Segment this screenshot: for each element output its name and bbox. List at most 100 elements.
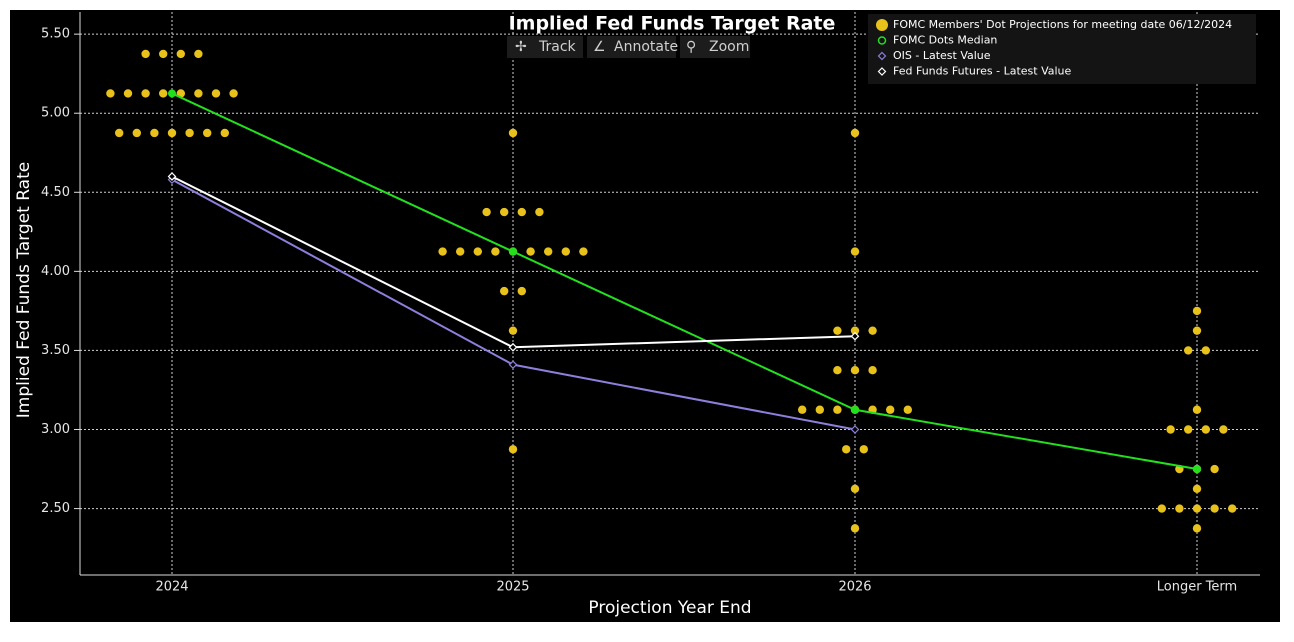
legend-marker	[877, 36, 887, 45]
dot	[815, 405, 824, 414]
dot	[438, 247, 447, 256]
grid	[80, 12, 1260, 575]
dot	[508, 326, 518, 335]
zoom-button[interactable]	[680, 36, 750, 58]
dot	[850, 484, 860, 494]
dot	[850, 366, 860, 375]
dot	[491, 247, 500, 256]
x-tick-label: 2025	[496, 580, 529, 595]
toolbar: ✢ Track ∠ Annotate ⚲ Zoom	[507, 36, 750, 58]
dot	[833, 326, 842, 335]
point-marker	[508, 360, 518, 370]
x-axis-title: Projection Year End	[588, 598, 751, 618]
y-tick-label: 2.50	[41, 501, 70, 516]
point-marker	[167, 172, 177, 181]
dot	[526, 247, 535, 256]
series-line	[171, 92, 1198, 471]
dot	[508, 445, 518, 454]
toolbar-label: Annotate	[614, 39, 678, 55]
dot	[1157, 504, 1167, 513]
dot	[1210, 464, 1219, 474]
dot	[579, 247, 588, 256]
dot	[1201, 346, 1211, 355]
dot	[508, 128, 518, 138]
dot	[123, 89, 133, 98]
median-marker	[851, 405, 859, 414]
legend-marker	[876, 19, 888, 31]
chart-background	[10, 10, 1280, 622]
dot	[842, 445, 851, 454]
dot	[850, 247, 860, 256]
icon: ✢	[515, 39, 527, 55]
y-tick-label: 4.00	[41, 264, 70, 279]
dot	[1175, 504, 1184, 513]
dot	[859, 445, 868, 454]
x-tick-label: 2024	[155, 580, 188, 595]
chart-title: Implied Fed Funds Target Rate	[509, 13, 836, 35]
dot	[229, 89, 238, 98]
dot	[159, 89, 168, 98]
icon: ⚲	[686, 39, 696, 55]
dot	[517, 207, 526, 217]
legend-box	[868, 14, 1256, 84]
dot	[1192, 484, 1202, 494]
dot	[1228, 504, 1237, 513]
y-tick-label: 3.50	[41, 343, 70, 358]
x-tick-label: Longer Term	[1157, 580, 1237, 595]
plot	[106, 49, 1237, 533]
dot	[185, 128, 194, 138]
dot	[561, 247, 570, 256]
dot	[1210, 504, 1219, 513]
median-marker	[1193, 465, 1201, 474]
dot	[115, 128, 124, 138]
y-tick-label: 5.50	[41, 27, 70, 42]
dot	[132, 128, 141, 138]
dot	[482, 207, 491, 217]
point-marker	[508, 342, 518, 352]
icon: ∠	[593, 39, 606, 55]
dot	[850, 128, 860, 138]
dot	[500, 286, 509, 296]
dot	[886, 405, 895, 414]
legend-label: FOMC Dots Median	[893, 34, 997, 47]
legend-label: Fed Funds Futures - Latest Value	[893, 65, 1072, 78]
dot	[517, 286, 526, 296]
dot	[1219, 425, 1228, 434]
dot	[868, 366, 877, 375]
y-tick-label: 3.00	[41, 422, 70, 437]
dot	[1184, 346, 1193, 355]
y-axis-title: Implied Fed Funds Target Rate	[14, 162, 34, 418]
dot	[456, 247, 465, 256]
dot	[159, 49, 168, 59]
dot	[141, 89, 150, 98]
dot	[1201, 425, 1211, 434]
x-tick-label: 2026	[838, 580, 871, 595]
dot	[211, 89, 221, 98]
dot	[798, 405, 807, 414]
dot	[150, 128, 159, 138]
annotate-button[interactable]	[587, 36, 676, 58]
dot	[1192, 405, 1202, 414]
legend-marker	[877, 67, 887, 76]
dot	[1192, 504, 1202, 513]
legend: FOMC Members' Dot Projections for meetin…	[876, 18, 1232, 78]
dot	[903, 405, 912, 414]
track-button[interactable]	[507, 36, 583, 58]
dot	[833, 366, 842, 375]
y-tick-label: 5.00	[41, 106, 70, 121]
dot	[833, 405, 842, 414]
dot	[850, 524, 860, 533]
point-marker	[850, 331, 860, 341]
dot	[167, 128, 177, 138]
toolbar-label: Zoom	[709, 39, 749, 55]
legend-label: OIS - Latest Value	[893, 49, 991, 62]
dot	[1166, 425, 1175, 434]
legend-label: FOMC Members' Dot Projections for meetin…	[893, 18, 1232, 31]
median-marker	[168, 89, 176, 98]
dot	[473, 247, 482, 256]
dot	[868, 326, 877, 335]
dot	[850, 326, 860, 335]
dot	[544, 247, 553, 256]
